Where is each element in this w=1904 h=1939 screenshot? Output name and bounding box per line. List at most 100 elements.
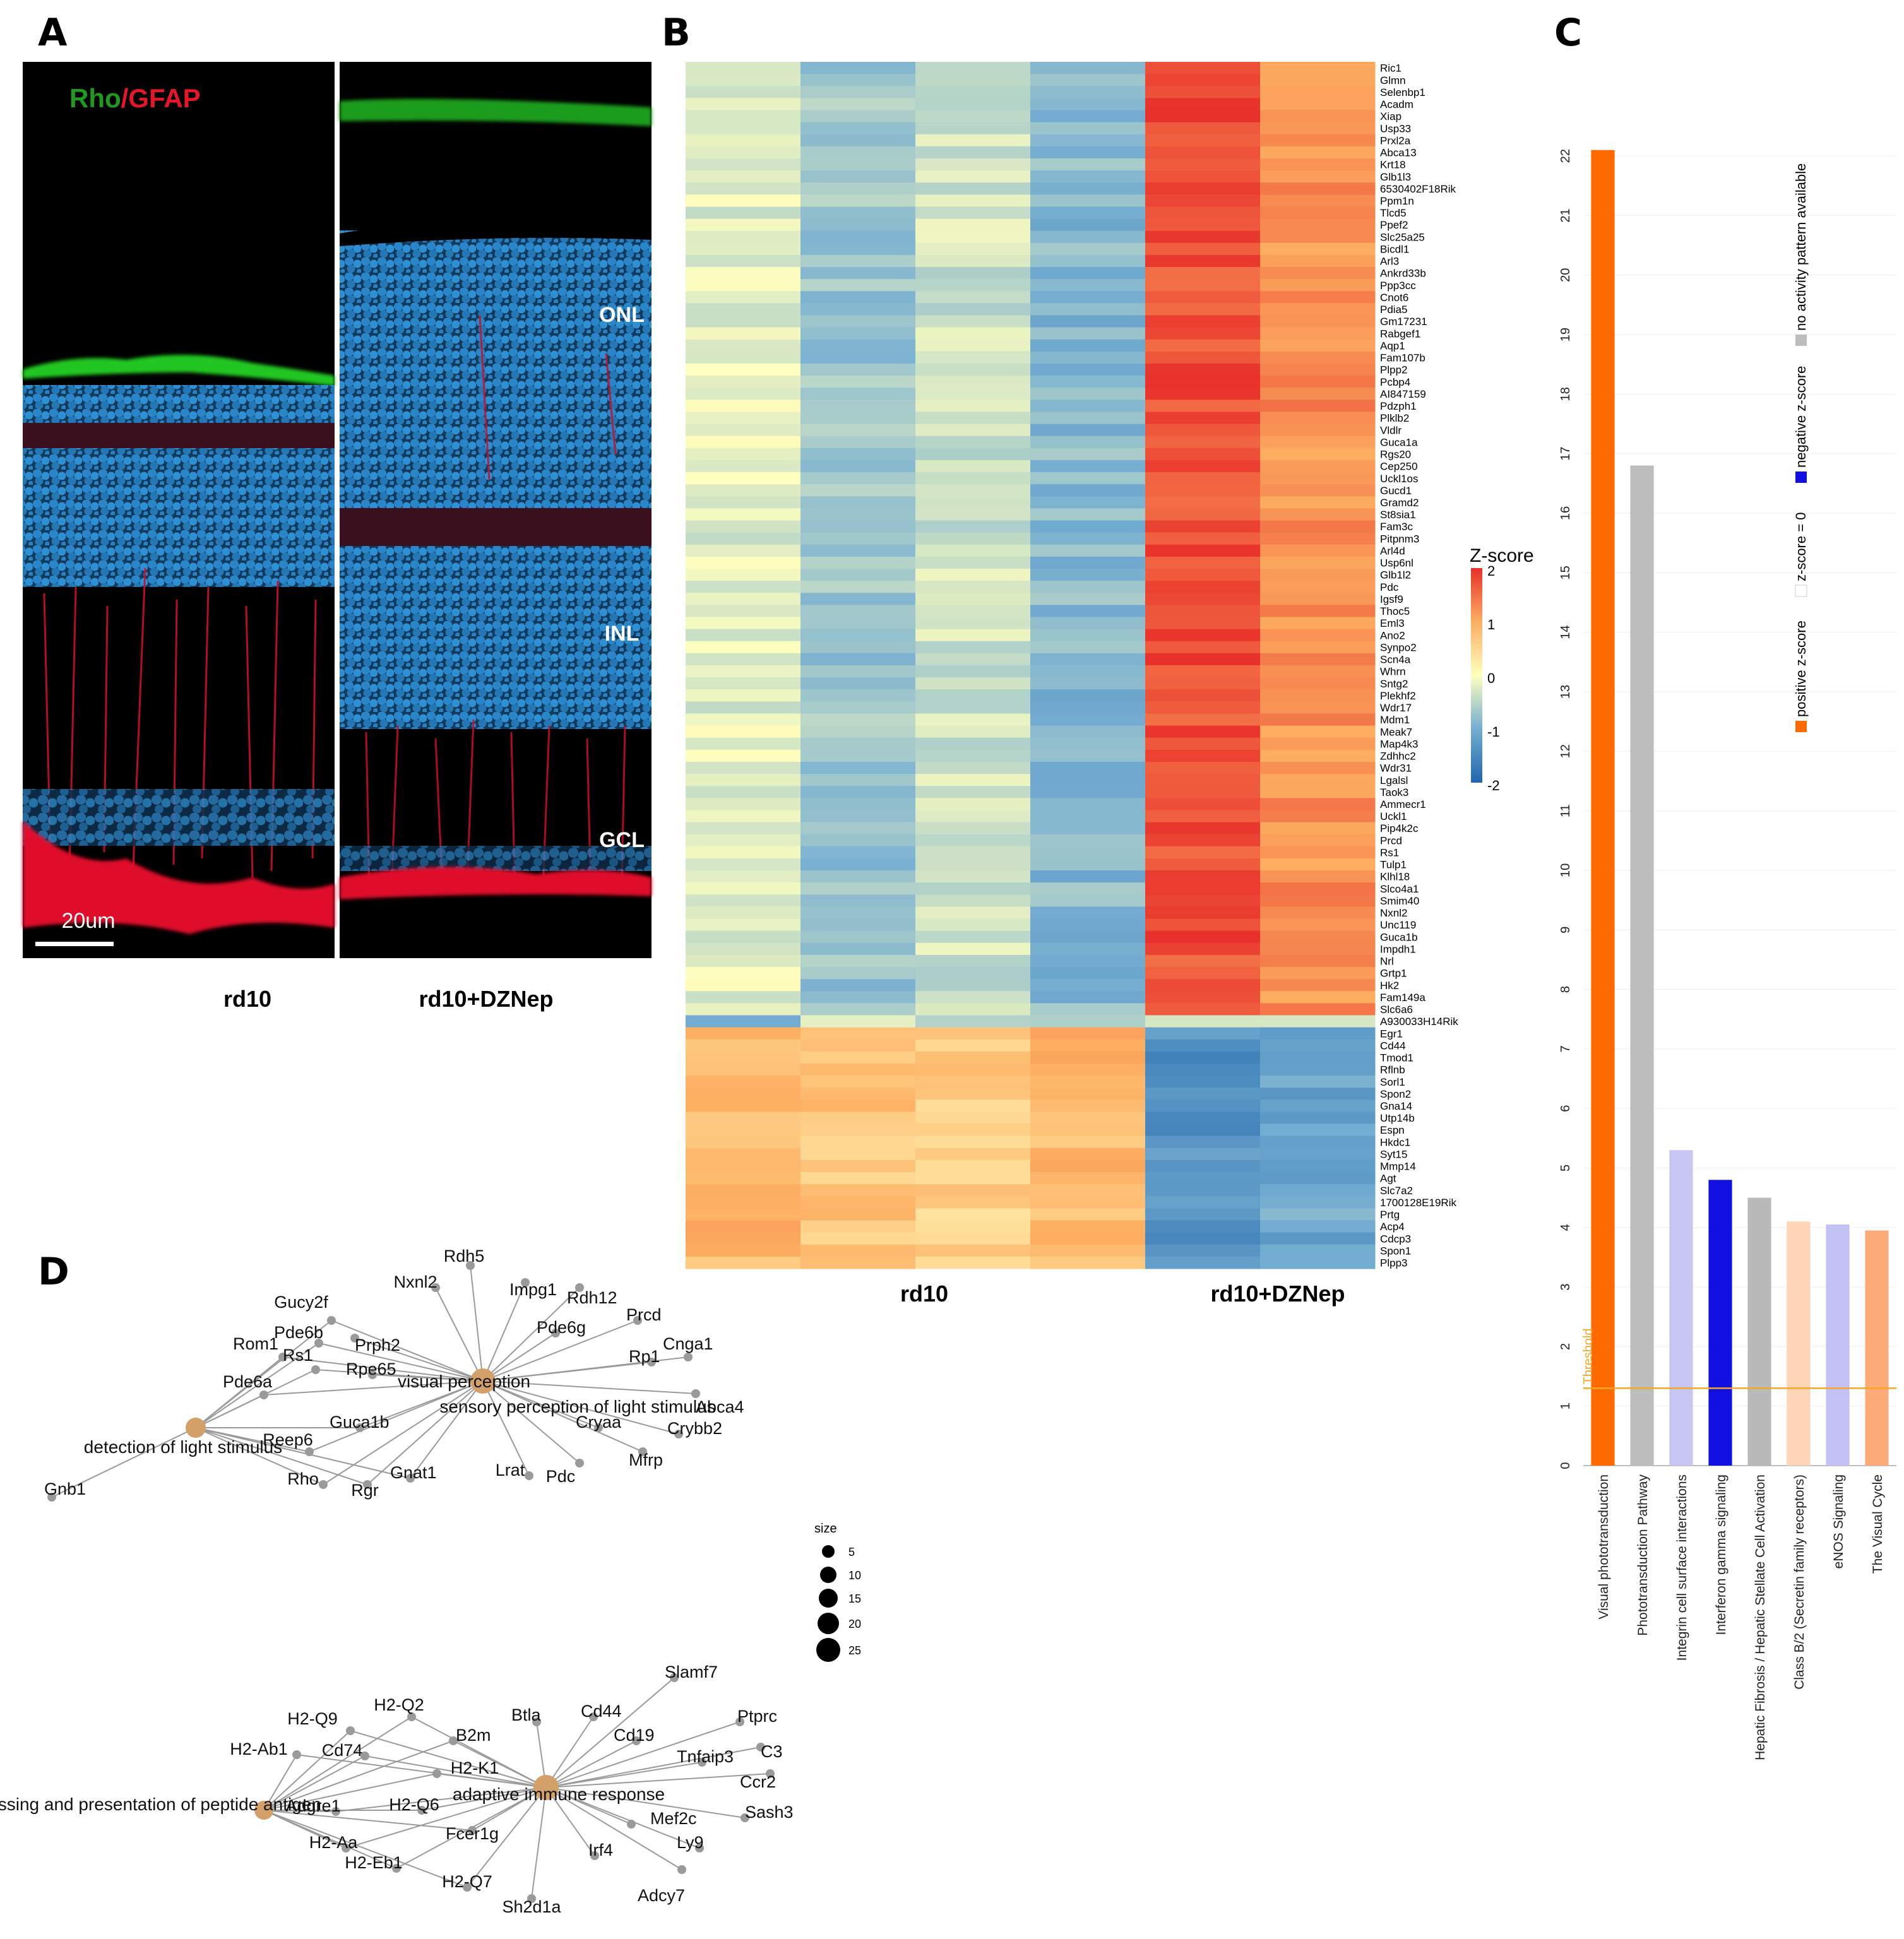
heatmap-cell — [1145, 448, 1261, 461]
heatmap-cell — [1145, 725, 1261, 738]
term-node-label: antigen processing and presentation of p… — [0, 1794, 321, 1814]
heatmap-cell — [686, 1159, 801, 1173]
heatmap-cell — [1145, 810, 1261, 823]
heatmap-cell — [1030, 894, 1146, 907]
heatmap-cell — [800, 677, 916, 690]
heatmap-cell — [1260, 942, 1376, 956]
gene-label: Fam107b — [1380, 352, 1425, 364]
y-tick-label: 4 — [1559, 1224, 1573, 1231]
heatmap-cell — [1030, 665, 1146, 678]
heatmap-cell — [800, 315, 916, 328]
heatmap-cell — [1260, 1100, 1376, 1112]
heatmap-cell — [800, 1159, 916, 1173]
heatmap-cell — [1030, 713, 1146, 726]
heatmap-cell — [800, 1208, 916, 1221]
heatmap-cell — [800, 218, 916, 232]
heatmap-cell — [1030, 508, 1146, 521]
heatmap-cell — [1145, 460, 1261, 473]
heatmap-cell — [1030, 581, 1146, 593]
gene-node-label: Rs1 — [283, 1346, 313, 1365]
heatmap-cell — [915, 508, 1031, 521]
heatmap-cell — [1260, 146, 1376, 159]
heatmap-cell — [1030, 98, 1146, 110]
size-dot-20 — [818, 1613, 839, 1634]
heatmap-cell — [1260, 242, 1376, 256]
gene-label: Map4k3 — [1380, 738, 1418, 750]
heatmap-cell — [1030, 991, 1146, 1004]
heatmap-cell — [686, 556, 801, 569]
network-edge — [263, 1810, 397, 1869]
x-tick-label: Phototransduction Pathway — [1636, 1474, 1650, 1636]
heatmap-cell — [1145, 412, 1261, 425]
gene-label: Vldlr — [1380, 424, 1401, 436]
heatmap-cell — [915, 291, 1031, 304]
gene-label: Pcbp4 — [1380, 376, 1410, 388]
heatmap-cell — [800, 894, 916, 907]
heatmap-cell — [915, 134, 1031, 147]
panel-d: D Rdh5 Nxnl2 Impg1 Rdh12 Gucy2f Pde6b Prph2 Prc… — [0, 1247, 861, 1916]
gene-node-label: Sash3 — [745, 1803, 794, 1822]
heatmap-cell — [800, 1256, 916, 1269]
colorbar-tick-0: 0 — [1487, 670, 1495, 686]
heatmap-cell — [686, 436, 801, 449]
gene-node — [756, 1743, 765, 1752]
heatmap-cell — [915, 98, 1031, 110]
gene-node — [532, 1717, 541, 1726]
gene-node — [417, 1806, 426, 1815]
gene-node-label: Ccr2 — [740, 1772, 776, 1791]
heatmap-cell — [915, 122, 1031, 135]
heatmap-cell — [1260, 761, 1376, 774]
y-tick-label: 11 — [1559, 804, 1573, 817]
heatmap-cell — [800, 1015, 916, 1028]
gene-label: Espn — [1380, 1124, 1405, 1136]
heatmap-cell — [1030, 267, 1146, 280]
gene-label: Impdh1 — [1380, 943, 1416, 955]
network-edge — [372, 1374, 484, 1382]
heatmap-cell — [1260, 508, 1376, 521]
gene-label: Zdhhc2 — [1380, 750, 1416, 762]
heatmap-cell — [1030, 339, 1146, 352]
heatmap-cell — [1260, 894, 1376, 907]
heatmap-cell — [1145, 170, 1261, 183]
network-edge — [263, 1810, 468, 1888]
heatmap-cell — [1030, 701, 1146, 714]
heatmap-cell — [686, 388, 801, 400]
panel-c: C 012345678910111213141516171819202122Vi… — [1554, 11, 1896, 1760]
heatmap-cell — [1260, 1112, 1376, 1125]
size-dot-10 — [820, 1567, 836, 1583]
colorbar — [1471, 568, 1482, 783]
heatmap-cell — [1145, 351, 1261, 364]
colorbar-title: Z-score — [1470, 545, 1534, 566]
network-edge — [545, 1787, 595, 1856]
heatmap-cell — [1030, 1027, 1146, 1040]
heatmap-cell — [1145, 1027, 1261, 1040]
heatmap-cell — [1145, 74, 1261, 86]
heatmap-cell — [1030, 291, 1146, 304]
y-tick-label: 2 — [1559, 1343, 1573, 1350]
heatmap-cell — [1260, 364, 1376, 376]
heatmap-cell — [1030, 689, 1146, 702]
heatmap-cell — [1260, 1220, 1376, 1233]
heatmap-cell — [686, 327, 801, 340]
size-dot-5 — [822, 1545, 835, 1558]
heatmap-cell — [800, 1124, 916, 1137]
heatmap-cell — [915, 388, 1031, 400]
gene-node-label: Cryaa — [576, 1413, 622, 1432]
legend-swatch-negative — [1795, 471, 1807, 483]
heatmap-cell — [800, 761, 916, 774]
heatmap-cell — [1030, 496, 1146, 509]
heatmap-cell — [1260, 930, 1376, 944]
heatmap-cell — [1030, 520, 1146, 533]
heatmap-cell — [915, 230, 1031, 244]
network-edge — [350, 1730, 547, 1788]
heatmap-cell — [1030, 677, 1146, 690]
heatmap-cell — [686, 991, 801, 1004]
heatmap-cell — [800, 930, 916, 944]
gene-label: Hkdc1 — [1380, 1136, 1410, 1148]
stain-rho: Rho — [69, 83, 121, 113]
heatmap-cell — [686, 701, 801, 714]
network-edge — [421, 1787, 547, 1811]
term-node-label: visual perception — [398, 1372, 530, 1391]
heatmap-cell — [686, 653, 801, 666]
heatmap-cell — [1030, 544, 1146, 557]
